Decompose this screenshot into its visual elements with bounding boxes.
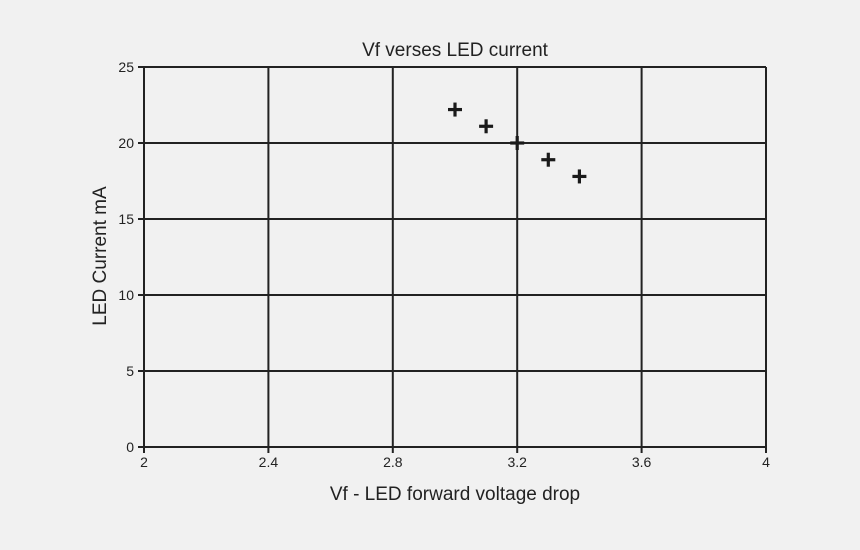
x-axis-label: Vf - LED forward voltage drop <box>330 484 580 505</box>
tick-labels: 2 2.4 2.8 3.2 3.6 4 0 5 10 15 20 25 <box>118 59 770 470</box>
data-point <box>510 136 525 150</box>
y-tick-label: 5 <box>126 363 134 379</box>
grid-layer <box>138 66 767 453</box>
x-tick-label: 4 <box>762 454 770 470</box>
y-tick-label: 15 <box>118 211 134 227</box>
x-tick-label: 3.6 <box>632 454 652 470</box>
x-tick-label: 2.8 <box>383 454 403 470</box>
data-point <box>479 119 494 134</box>
y-axis-label: LED Current mA <box>90 186 111 326</box>
x-tick-label: 3.2 <box>507 454 527 470</box>
x-tick-label: 2 <box>140 454 148 470</box>
data-point <box>541 152 556 167</box>
data-points <box>448 102 587 184</box>
data-point <box>448 102 462 117</box>
x-tick-label: 2.4 <box>259 454 279 470</box>
y-tick-label: 10 <box>118 287 134 303</box>
y-tick-label: 25 <box>118 59 134 75</box>
y-tick-label: 20 <box>118 135 134 151</box>
data-point <box>572 169 587 184</box>
chart-title: Vf verses LED current <box>362 40 549 61</box>
y-tick-label: 0 <box>126 439 134 455</box>
